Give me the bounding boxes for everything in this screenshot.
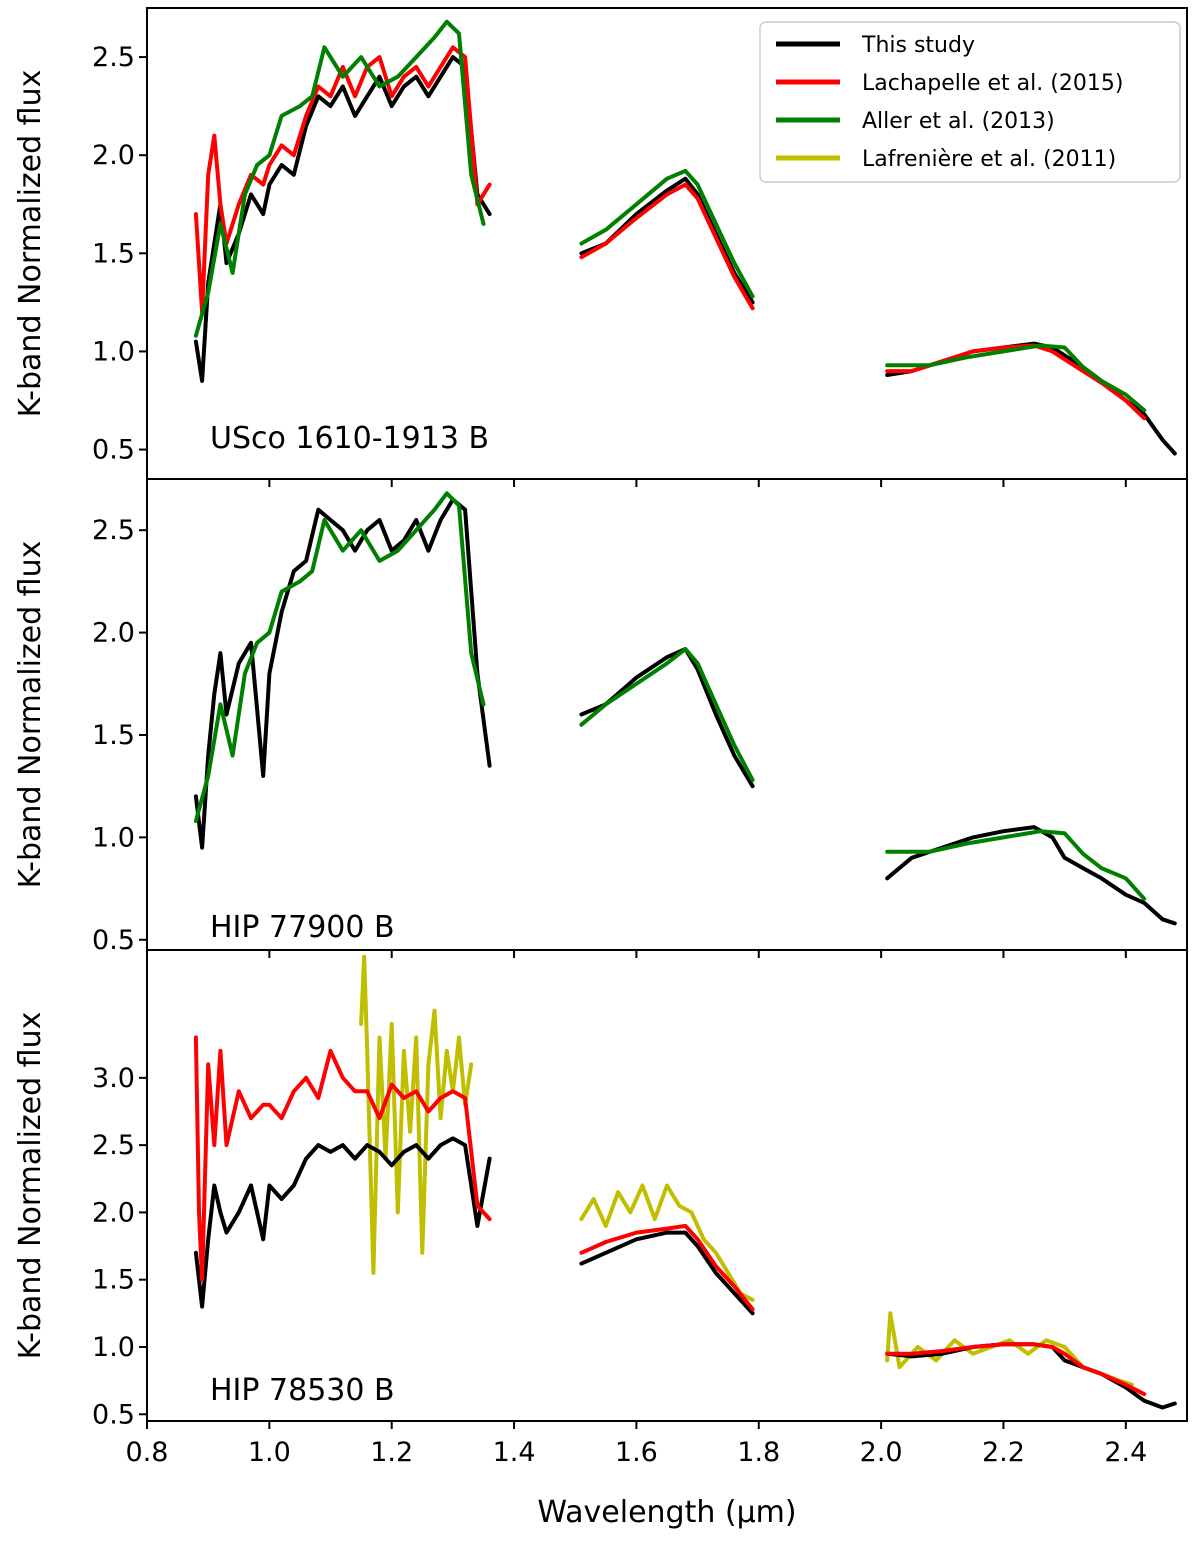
panel-3-y-tick-label-5: 3.0 <box>92 1063 135 1094</box>
legend-frame <box>759 21 1181 183</box>
panel-3: 0.5 1.0 1.5 2.0 2.5 3.0 HIP 78530 B K-band Norm… <box>13 949 1188 1430</box>
panel-2-y-tick-label-2: 1.5 <box>92 720 135 751</box>
x-axis-label: Wavelength (μm) <box>537 1495 796 1530</box>
panel-2-y-axis-label: K-band Normalized flux <box>13 541 48 889</box>
panel-3-y-axis-label: K-band Normalized flux <box>13 1012 48 1360</box>
series-aller-et-al-2013-segment-1 <box>193 19 486 338</box>
panel-1-y-tick-label-4: 2.5 <box>92 42 135 73</box>
series-aller-et-al-2013-segment-3 <box>885 343 1147 413</box>
x-tick-label-3: 1.4 <box>493 1437 536 1468</box>
panel-3-y-tick-label-1: 1.0 <box>92 1332 135 1363</box>
series-lafreni-re-et-al-2011-segment-1 <box>359 954 474 1275</box>
series-aller-et-al-2013-segment-3 <box>885 829 1147 901</box>
x-tick-label-1: 1.0 <box>248 1437 291 1468</box>
series-lachapelle-et-al-2015-segment-1 <box>193 45 492 315</box>
x-tick-label-0: 0.8 <box>126 1437 169 1468</box>
legend-label-aller-et-al-2013: Aller et al. (2013) <box>862 109 1055 134</box>
panel-3-y-tick-label-0: 0.5 <box>92 1399 135 1430</box>
panel-2-label: HIP 77900 B <box>210 910 395 945</box>
panel-1-y-tick-label-1: 1.0 <box>92 336 135 367</box>
panel-1-y-tick-label-2: 1.5 <box>92 238 135 269</box>
panel-2-y-tick-label-3: 2.0 <box>92 618 135 649</box>
x-tick-label-4: 1.6 <box>615 1437 658 1468</box>
panel-3-y-tick-label-2: 1.5 <box>92 1265 135 1296</box>
x-tick-label-6: 2.0 <box>860 1437 903 1468</box>
panels: 0.5 1.0 1.5 2.0 2.5 USco 1610-1913 B K-band No… <box>13 7 1188 1430</box>
panel-3-frame <box>146 949 1188 1422</box>
series-aller-et-al-2013-segment-2 <box>579 168 755 299</box>
panel-3-y-tick-label-3: 2.0 <box>92 1197 135 1228</box>
panel-1-series <box>193 19 1177 456</box>
x-axis: 0.8 1.0 1.2 1.4 1.6 1.8 2.0 2.2 2.4 <box>126 1437 1148 1468</box>
legend-label-lachapelle-et-al-2015: Lachapelle et al. (2015) <box>862 71 1123 96</box>
series-lachapelle-et-al-2015-segment-2 <box>579 182 755 311</box>
series-lachapelle-et-al-2015-segment-2 <box>579 1223 755 1312</box>
panel-1-y-axis-label: K-band Normalized flux <box>13 70 48 418</box>
x-tick-label-5: 1.8 <box>737 1437 780 1468</box>
panel-1-label: USco 1610-1913 B <box>210 421 489 456</box>
panel-2-series <box>193 491 1177 926</box>
panel-2-y-tick-label-4: 2.5 <box>92 515 135 546</box>
panel-3-y-tick-label-4: 2.5 <box>92 1130 135 1161</box>
x-tick-label-2: 1.2 <box>370 1437 413 1468</box>
series-aller-et-al-2013-segment-1 <box>193 491 486 823</box>
panel-3-label: HIP 78530 B <box>210 1373 395 1408</box>
series-this-study-segment-2 <box>579 1230 755 1316</box>
panel-1: 0.5 1.0 1.5 2.0 2.5 USco 1610-1913 B K-band No… <box>13 7 1188 487</box>
series-this-study-segment-1 <box>193 497 492 850</box>
series-lachapelle-et-al-2015-segment-3 <box>885 1342 1147 1397</box>
legend-label-this-study: This study <box>861 33 975 58</box>
panel-2: 0.5 1.0 1.5 2.0 2.5 HIP 77900 B K-band Normali… <box>13 478 1188 958</box>
series-this-study-segment-1 <box>193 1136 492 1309</box>
series-aller-et-al-2013-segment-2 <box>579 647 755 782</box>
series-lachapelle-et-al-2015-segment-1 <box>193 1035 492 1282</box>
x-tick-label-7: 2.2 <box>982 1437 1025 1468</box>
panel-1-y-tick-label-3: 2.0 <box>92 140 135 171</box>
panel-2-y-tick-label-0: 0.5 <box>92 925 135 956</box>
x-tick-label-8: 2.4 <box>1104 1437 1147 1468</box>
panel-2-y-tick-label-1: 1.0 <box>92 822 135 853</box>
panel-1-y-tick-label-0: 0.5 <box>92 435 135 466</box>
legend: This study Lachapelle et al. (2015) Aller … <box>759 21 1181 183</box>
series-lafreni-re-et-al-2011-segment-2 <box>579 1183 755 1302</box>
series-this-study-segment-3 <box>885 1342 1177 1410</box>
panel-3-series <box>193 954 1177 1410</box>
legend-label-lafreni-re-et-al-2011: Lafrenière et al. (2011) <box>862 147 1116 172</box>
